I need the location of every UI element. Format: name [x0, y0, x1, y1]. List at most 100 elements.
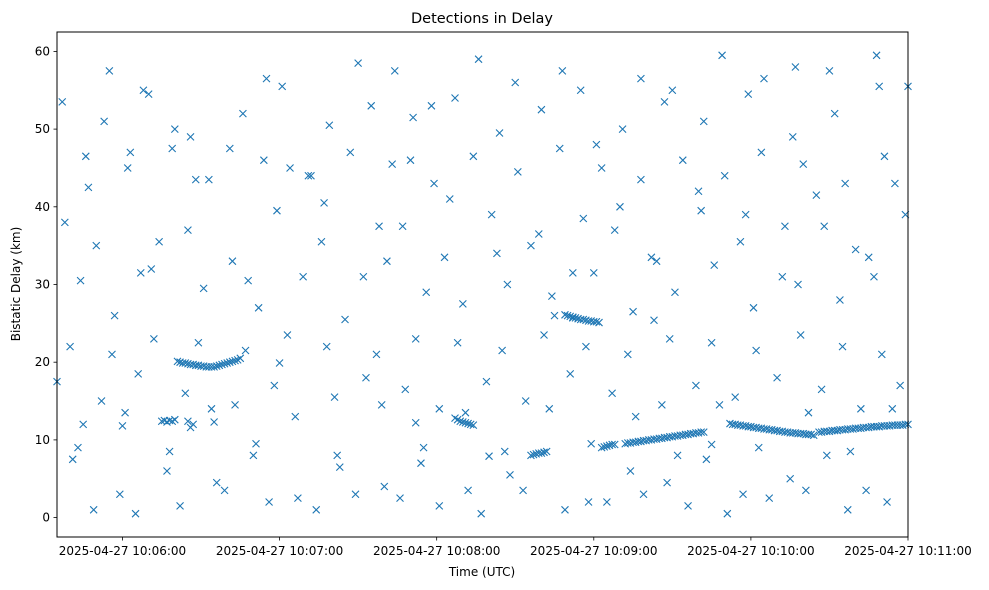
- data-point-marker: [870, 272, 878, 281]
- data-point-marker: [299, 272, 308, 281]
- data-point-marker: [623, 350, 632, 359]
- x-axis-ticks: 2025-04-27 10:06:00 2025-04-27 10:07:00 20…: [59, 537, 972, 558]
- data-point-marker: [485, 452, 493, 461]
- data-point-marker: [225, 144, 234, 153]
- data-point-marker: [752, 346, 761, 355]
- data-point-marker: [458, 418, 467, 426]
- data-point-marker: [121, 408, 129, 417]
- data-point-marker: [589, 268, 598, 277]
- y-tick-label: 30: [35, 278, 50, 292]
- data-point-marker: [139, 86, 148, 95]
- data-point-marker: [495, 129, 504, 137]
- data-point-marker: [231, 401, 239, 409]
- data-point-marker: [220, 486, 229, 495]
- x-tick-label: 2025-04-27 10:10:00: [687, 544, 814, 558]
- data-point-marker: [354, 59, 363, 67]
- data-point-marker: [212, 362, 221, 370]
- data-point-marker: [610, 226, 619, 235]
- data-point-marker: [788, 132, 797, 141]
- data-point-marker: [294, 494, 302, 503]
- data-point-marker: [207, 404, 216, 413]
- data-point-marker: [239, 109, 247, 118]
- data-point-marker: [754, 443, 763, 452]
- data-point-marker: [422, 288, 431, 297]
- data-point-marker: [872, 51, 881, 60]
- y-tick-label: 0: [42, 511, 50, 525]
- data-point-marker: [320, 199, 328, 207]
- data-point-marker: [563, 311, 572, 320]
- data-point-marker: [469, 152, 478, 161]
- data-point-marker: [136, 268, 145, 277]
- data-point-marker: [513, 167, 522, 176]
- data-point-marker: [558, 66, 567, 75]
- data-point-marker: [741, 210, 750, 219]
- data-point-marker: [786, 474, 795, 483]
- data-point-marker: [702, 455, 711, 464]
- data-point-marker: [283, 331, 292, 339]
- data-point-marker: [144, 90, 153, 99]
- data-point-marker: [809, 431, 818, 440]
- data-point-marker: [173, 357, 182, 366]
- data-point-marker: [820, 222, 829, 231]
- data-point-marker: [812, 191, 821, 200]
- data-point-marker: [249, 451, 258, 460]
- data-point-marker: [115, 490, 124, 499]
- data-point-marker: [123, 164, 132, 172]
- data-point-marker: [597, 164, 606, 172]
- data-point-marker: [778, 272, 787, 281]
- data-point-marker: [807, 430, 816, 439]
- data-point-marker: [291, 412, 300, 421]
- data-point-marker: [241, 346, 250, 355]
- data-point-marker: [896, 381, 905, 390]
- x-tick-label: 2025-04-27 10:07:00: [216, 544, 343, 558]
- data-point-marker: [830, 109, 839, 118]
- data-point-marker: [401, 385, 410, 394]
- data-point-marker: [351, 490, 360, 499]
- data-point-marker: [579, 315, 588, 324]
- data-point-marker: [210, 362, 218, 371]
- x-tick-label: 2025-04-27 10:09:00: [530, 544, 657, 558]
- data-point-marker: [228, 257, 237, 266]
- data-point-marker: [76, 276, 85, 285]
- data-point-marker: [707, 440, 716, 449]
- data-point-marker: [877, 350, 886, 359]
- data-point-marker: [79, 420, 88, 429]
- x-tick-label: 2025-04-27 10:06:00: [59, 544, 186, 558]
- data-point-marker: [464, 486, 472, 495]
- x-axis-label: Time (UTC): [448, 565, 515, 579]
- data-point-marker: [757, 148, 766, 157]
- data-point-marker: [684, 502, 692, 510]
- data-point-marker: [663, 478, 671, 487]
- data-point-marker: [773, 373, 781, 382]
- data-point-marker: [81, 152, 90, 161]
- data-point-marker: [529, 450, 538, 459]
- data-point-marker: [503, 280, 512, 289]
- data-point-marker: [521, 397, 530, 405]
- data-point-marker: [880, 152, 889, 161]
- data-point-marker: [744, 90, 753, 99]
- data-point-marker: [602, 498, 611, 506]
- data-point-marker: [74, 443, 82, 452]
- data-point-marker: [699, 117, 708, 126]
- data-point-marker: [825, 66, 834, 75]
- data-point-marker: [58, 98, 67, 106]
- data-point-marker: [262, 74, 271, 83]
- data-point-marker: [377, 401, 386, 409]
- data-point-marker: [477, 509, 486, 518]
- y-tick-label: 40: [35, 200, 50, 214]
- data-point-marker: [184, 417, 192, 426]
- data-point-marker: [184, 226, 192, 235]
- data-point-marker: [212, 478, 221, 487]
- data-point-marker: [629, 307, 637, 316]
- data-point-marker: [406, 156, 415, 165]
- data-point-marker: [194, 338, 203, 347]
- data-point-marker: [204, 175, 213, 184]
- data-point-marker: [555, 144, 564, 153]
- data-point-marker: [545, 404, 554, 413]
- data-point-marker: [199, 284, 208, 293]
- data-point-marker: [359, 272, 368, 281]
- data-point-marker: [131, 509, 140, 518]
- data-point-marker: [236, 354, 245, 363]
- data-point-marker: [210, 418, 218, 426]
